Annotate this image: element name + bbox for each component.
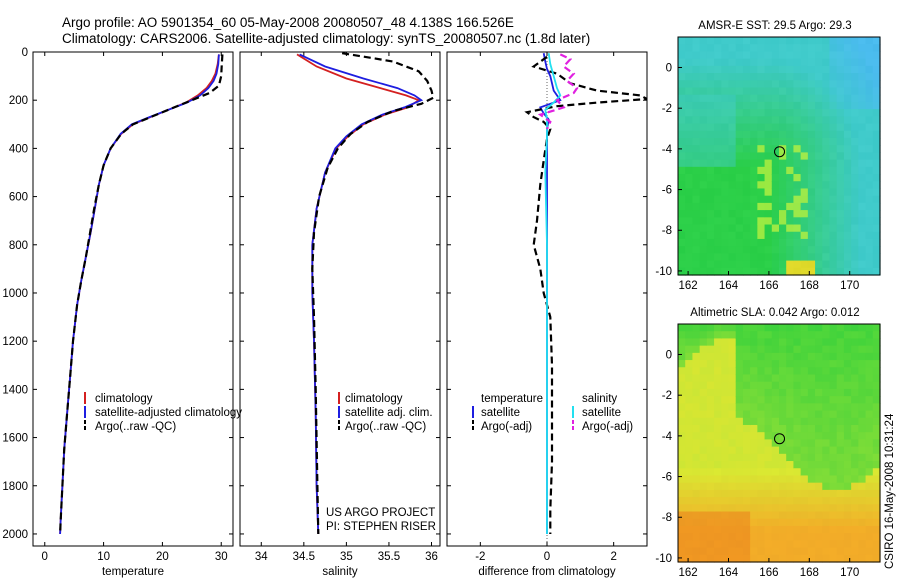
lat-tick-label: -4 bbox=[662, 431, 673, 443]
depth-tick-label: 600 bbox=[9, 192, 28, 204]
lon-tick-label: 168 bbox=[800, 567, 819, 579]
depth-tick-label: 1800 bbox=[2, 481, 28, 493]
lat-tick-label: -8 bbox=[662, 225, 672, 237]
x-tick-label: 30 bbox=[215, 551, 228, 563]
legend-label-sal-argo: Argo(-adj) bbox=[582, 421, 633, 433]
depth-tick-label: 800 bbox=[9, 240, 28, 252]
x-tick-label: -2 bbox=[475, 551, 485, 563]
sst-map-title: AMSR-E SST: 29.5 Argo: 29.3 bbox=[698, 20, 851, 32]
x-tick-label: 35.5 bbox=[378, 551, 400, 563]
side-timestamp-label: CSIRO 16-May-2008 10:31:24 bbox=[884, 413, 896, 569]
x-tick-label: 35 bbox=[340, 551, 353, 563]
map-cells bbox=[678, 37, 881, 276]
depth-tick-label: 1600 bbox=[2, 433, 28, 445]
lon-tick-label: 162 bbox=[679, 280, 698, 292]
legend-label-sal-satellite: satellite bbox=[582, 407, 621, 419]
x-axis-label: temperature bbox=[102, 566, 164, 578]
lon-tick-label: 170 bbox=[840, 567, 859, 579]
difference-legend: temperature satellite Argo(-adj) salinit… bbox=[472, 393, 633, 433]
depth-axis: 0 200 400 600 800 1000 1200 1400 1600 1800 2000 bbox=[2, 47, 28, 541]
lon-tick-label: 162 bbox=[679, 567, 698, 579]
sla-map-panel: 162 164 166 168 170 0 -2 -4 -6 -8 -10 bbox=[655, 323, 881, 579]
lat-tick-label: -2 bbox=[662, 390, 672, 402]
legend-label-climatology: climatology bbox=[95, 393, 153, 405]
x-tick-label: 20 bbox=[156, 551, 169, 563]
lat-tick-label: -10 bbox=[655, 266, 672, 278]
temperature-profile-panel: 0 10 20 30 temperature bbox=[32, 51, 234, 578]
depth-tick-label: 1200 bbox=[2, 336, 28, 348]
series-salinity-satellite bbox=[544, 53, 562, 534]
temperature-legend: climatology satellite-adjusted climatolo… bbox=[84, 392, 242, 433]
depth-tick-label: 400 bbox=[9, 143, 28, 155]
lat-tick-label: -10 bbox=[655, 553, 672, 565]
plot-frame bbox=[239, 51, 441, 547]
salinity-profile-panel: 34 34.5 35 35.5 36 salinity bbox=[239, 51, 441, 578]
argo-float-marker bbox=[774, 433, 786, 445]
lat-tick-label: -6 bbox=[662, 185, 672, 197]
series-argo-raw-qc- bbox=[311, 52, 435, 535]
difference-profile-panel: -2 0 2 difference from climatology bbox=[446, 51, 648, 578]
lat-tick-label: -8 bbox=[662, 512, 672, 524]
depth-tick-label: 1400 bbox=[2, 384, 28, 396]
title-line-2: Climatology: CARS2006. Satellite-adjuste… bbox=[62, 31, 590, 46]
legend-label-argo: Argo(..raw -QC) bbox=[345, 421, 426, 433]
series-salinity-argo-adj- bbox=[537, 53, 579, 130]
plot-frame bbox=[32, 51, 234, 547]
lon-tick-label: 164 bbox=[719, 280, 739, 292]
sst-map-panel: 162 164 166 168 170 0 -2 -4 -6 -8 -10 bbox=[655, 36, 881, 292]
lat-tick-label: -6 bbox=[662, 472, 672, 484]
depth-tick-label: 2000 bbox=[2, 529, 28, 541]
salinity-legend: climatology satellite adj. clim. Argo(..… bbox=[338, 392, 433, 433]
legend-heading-temperature: temperature bbox=[481, 393, 543, 405]
argo-float-marker bbox=[774, 146, 786, 158]
x-tick-label: 10 bbox=[97, 551, 110, 563]
depth-tick-label: 1000 bbox=[2, 288, 28, 300]
map-frame bbox=[677, 36, 881, 276]
x-tick-label: 34 bbox=[255, 551, 268, 563]
lon-tick-label: 168 bbox=[800, 280, 819, 292]
title-line-1: Argo profile: AO 5901354_60 05-May-2008 … bbox=[62, 15, 514, 30]
lat-tick-label: 0 bbox=[666, 350, 672, 362]
depth-tick-label: 200 bbox=[9, 95, 28, 107]
legend-heading-salinity: salinity bbox=[582, 393, 617, 405]
x-tick-label: 0 bbox=[42, 551, 48, 563]
x-tick-label: 34.5 bbox=[293, 551, 315, 563]
map-cells bbox=[678, 324, 881, 563]
x-axis-label: difference from climatology bbox=[478, 566, 615, 578]
series-temperature-argo-adj- bbox=[524, 55, 647, 534]
legend-label-argo: Argo(..raw -QC) bbox=[95, 421, 176, 433]
project-note-line-2: PI: STEPHEN RISER bbox=[326, 521, 436, 533]
depth-tick-label: 0 bbox=[22, 47, 28, 59]
lon-tick-label: 164 bbox=[719, 567, 739, 579]
x-tick-label: 36 bbox=[425, 551, 438, 563]
legend-label-satellite: satellite adj. clim. bbox=[345, 407, 433, 419]
legend-label-satellite: satellite-adjusted climatology bbox=[95, 407, 242, 419]
legend-label-temp-argo: Argo(-adj) bbox=[481, 421, 532, 433]
map-frame bbox=[677, 323, 881, 563]
legend-label-climatology: climatology bbox=[345, 393, 403, 405]
lon-tick-label: 170 bbox=[840, 280, 859, 292]
x-axis-label: salinity bbox=[322, 566, 357, 578]
sla-map-title: Altimetric SLA: 0.042 Argo: 0.012 bbox=[690, 307, 859, 319]
lat-tick-label: 0 bbox=[666, 63, 672, 75]
x-tick-label: 0 bbox=[544, 551, 550, 563]
series-satellite-adj-clim- bbox=[299, 53, 424, 535]
lat-tick-label: -4 bbox=[662, 144, 673, 156]
lon-tick-label: 166 bbox=[759, 567, 778, 579]
project-note-line-1: US ARGO PROJECT bbox=[326, 507, 435, 519]
lat-tick-label: -2 bbox=[662, 103, 672, 115]
x-tick-label: 2 bbox=[610, 551, 616, 563]
legend-label-temp-satellite: satellite bbox=[481, 407, 520, 419]
lon-tick-label: 166 bbox=[759, 280, 778, 292]
